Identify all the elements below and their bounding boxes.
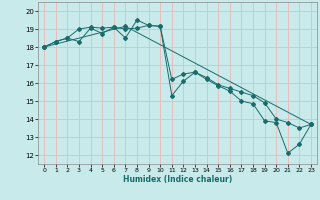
X-axis label: Humidex (Indice chaleur): Humidex (Indice chaleur) (123, 175, 232, 184)
